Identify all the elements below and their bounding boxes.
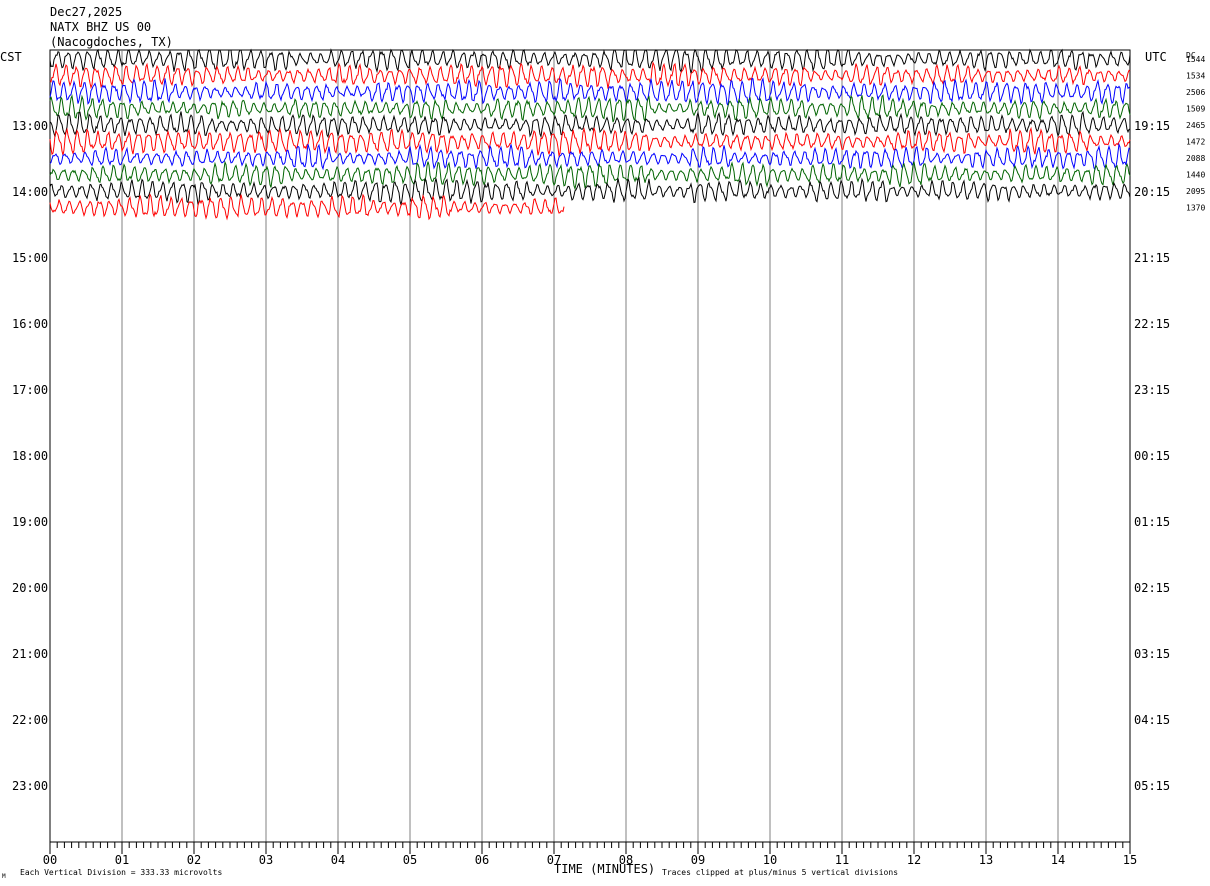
x-tick-label-14: 14 [1051,853,1065,867]
scale-note: Each Vertical Division = 333.33 microvol… [20,868,222,877]
trace-line-7 [49,142,1131,171]
clip-note: Traces clipped at plus/minus 5 vertical … [662,868,898,877]
right-hour-label: 05:15 [1134,779,1170,793]
left-hour-label: 15:00 [12,251,48,265]
right-hour-label: 19:15 [1134,119,1170,133]
dc-offset-label-8: 1440 [1186,171,1205,180]
trace-line-2 [49,61,1131,90]
right-hour-label: 23:15 [1134,383,1170,397]
right-time-labels: 19:15 20:15 21:15 22:15 23:15 00:15 01:15 02:15… [1134,119,1170,793]
dc-offset-label-9: 2095 [1186,187,1205,196]
header-station: NATX BHZ US 00 [50,20,151,34]
x-axis-title: TIME (MINUTES) [554,862,655,876]
trace-line-9 [49,176,1131,207]
trace-line-5 [49,110,1131,139]
x-tick-label-11: 11 [835,853,849,867]
right-hour-label: 21:15 [1134,251,1170,265]
trace-line-1 [49,48,1131,74]
right-hour-label: 02:15 [1134,581,1170,595]
x-tick-label-13: 13 [979,853,993,867]
left-hour-label: 18:00 [12,449,48,463]
x-axis-tick-labels: 00 01 02 03 04 05 06 07 08 09 10 11 12 13 14 15 [43,853,1137,867]
x-tick-label-05: 05 [403,853,417,867]
header-date: Dec27,2025 [50,5,122,19]
dc-offset-label-4: 1509 [1186,105,1205,114]
left-hour-label: 19:00 [12,515,48,529]
right-timezone-label: UTC [1145,50,1167,64]
dc-offset-label-7: 2088 [1186,154,1205,163]
x-tick-label-12: 12 [907,853,921,867]
dc-offset-label-2: 1534 [1186,72,1205,81]
left-hour-label: 17:00 [12,383,48,397]
left-hour-label: 13:00 [12,119,48,133]
x-tick-label-02: 02 [187,853,201,867]
header-location: (Nacogdoches, TX) [50,35,173,49]
dc-offset-label-1: 1544 [1186,55,1205,64]
left-hour-label: 23:00 [12,779,48,793]
x-axis-ticks [49,841,1131,854]
seismic-traces [49,48,1131,221]
x-tick-label-01: 01 [115,853,129,867]
trace-line-6 [49,126,1131,158]
dc-label: DC [1186,51,1196,60]
dc-offset-label-6: 1472 [1186,138,1205,147]
dc-offset-label-5: 2465 [1186,121,1205,130]
right-hour-label: 22:15 [1134,317,1170,331]
left-time-labels: 13:00 14:00 15:00 16:00 17:00 18:00 19:00 20:00… [12,119,48,793]
left-hour-label: 22:00 [12,713,48,727]
corner-mark: M [2,873,6,880]
right-hour-label: 03:15 [1134,647,1170,661]
x-tick-label-03: 03 [259,853,273,867]
x-tick-label-06: 06 [475,853,489,867]
trace-line-3 [49,77,1131,107]
x-tick-label-04: 04 [331,853,345,867]
x-tick-label-09: 09 [691,853,705,867]
trace-line-10 [49,193,565,221]
dc-offset-label-3: 2506 [1186,88,1205,97]
x-tick-label-10: 10 [763,853,777,867]
right-hour-label: 00:15 [1134,449,1170,463]
x-tick-label-00: 00 [43,853,57,867]
right-hour-label: 20:15 [1134,185,1170,199]
x-tick-label-08: 08 [619,853,633,867]
left-hour-label: 21:00 [12,647,48,661]
dc-offset-label-10: 1370 [1186,204,1205,213]
right-hour-label: 04:15 [1134,713,1170,727]
left-hour-label: 20:00 [12,581,48,595]
trace-line-8 [49,160,1131,191]
right-hour-label: 01:15 [1134,515,1170,529]
dc-offset-labels: 1544 1534 2506 1509 2465 1472 2088 1440 2095 1370 [1186,55,1205,213]
left-timezone-label: CST [0,50,22,64]
trace-line-4 [49,94,1131,123]
left-hour-label: 16:00 [12,317,48,331]
minute-grid [121,50,1059,842]
plot-frame [49,49,1131,843]
left-hour-label: 14:00 [12,185,48,199]
x-tick-label-15: 15 [1123,853,1137,867]
x-tick-label-07: 07 [547,853,561,867]
